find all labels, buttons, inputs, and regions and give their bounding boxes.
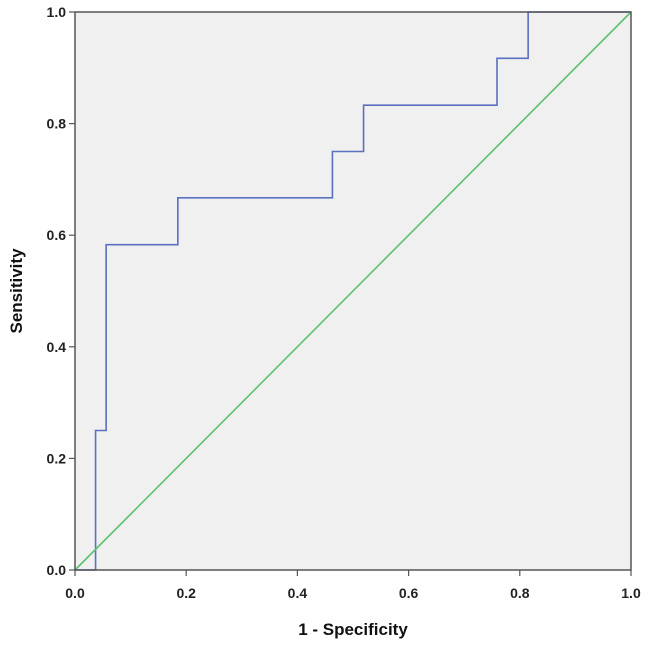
x-tick-label: 0.2 [176,585,196,601]
x-tick-label: 0.6 [399,585,419,601]
series-layer [74,11,632,571]
roc-curve-line [75,11,631,571]
y-tick-label: 1.0 [47,4,67,20]
x-tick-label: 0.4 [288,585,308,601]
y-tick-label: 0.6 [47,227,67,243]
x-axis-ticks: 0.0 0.2 0.4 0.6 0.8 1.0 [65,570,641,601]
plot-frame [74,11,632,571]
x-tick-label: 0.8 [510,585,530,601]
y-tick-label: 0.8 [47,116,67,132]
y-axis-ticks: 0.0 0.2 0.4 0.6 0.8 1.0 [47,4,75,578]
y-tick-label: 0.0 [47,562,67,578]
y-tick-label: 0.2 [47,450,67,466]
x-axis-title: 1 - Specificity [298,620,408,639]
y-axis-title: Sensitivity [7,248,26,334]
x-tick-label: 1.0 [621,585,641,601]
x-tick-label: 0.0 [65,585,85,601]
y-tick-label: 0.4 [47,339,67,355]
reference-diagonal-line [74,11,632,571]
